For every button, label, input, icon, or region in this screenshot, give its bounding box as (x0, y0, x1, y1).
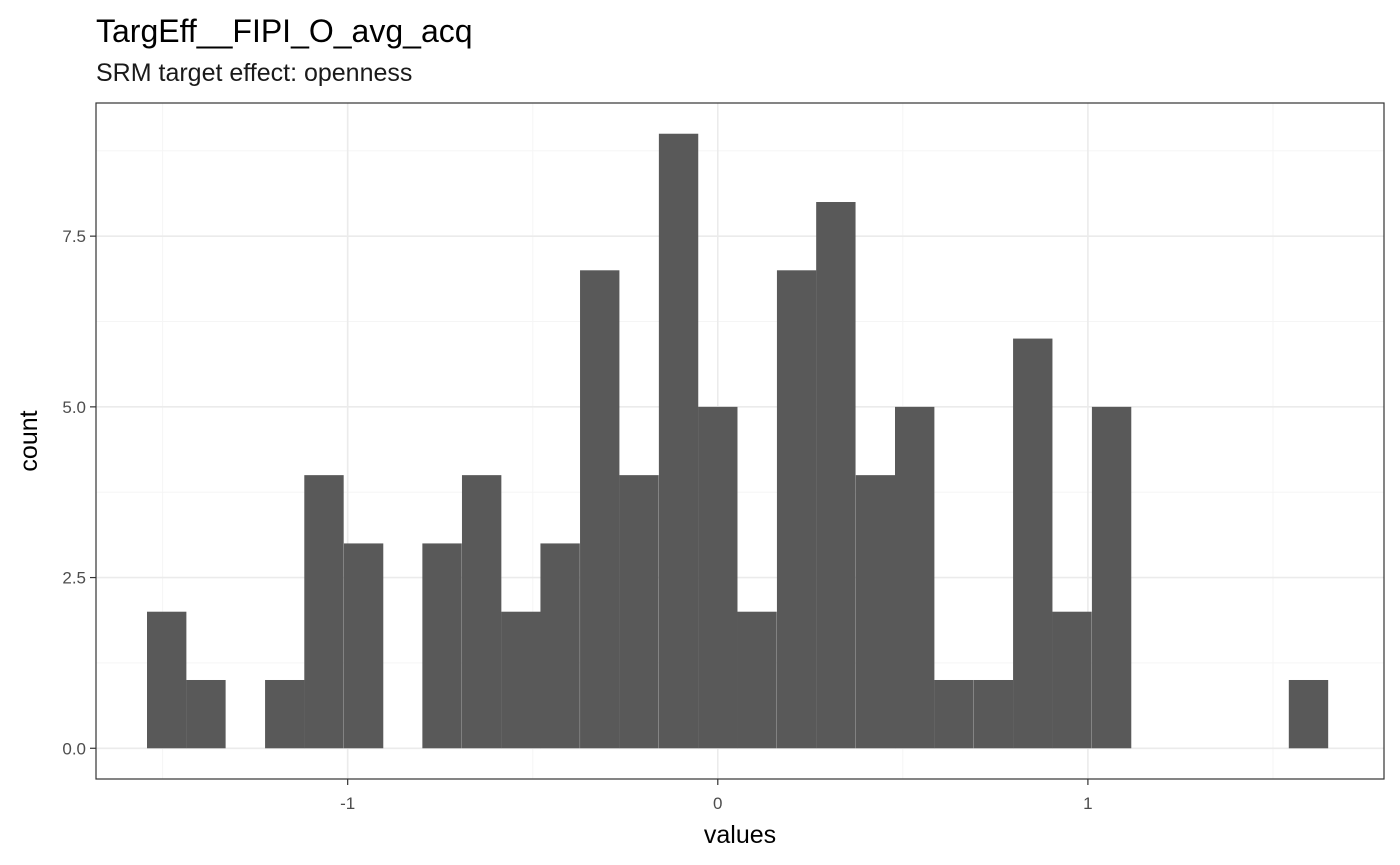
histogram-bar (973, 679, 1014, 749)
x-axis-ticks: -1 0 1 (340, 779, 1093, 813)
histogram-bars (147, 133, 1329, 749)
histogram-bar (1288, 679, 1329, 749)
histogram-bar (580, 270, 620, 749)
histogram-bar (855, 475, 896, 749)
histogram-bar (1091, 406, 1132, 749)
panel-border (95, 102, 1385, 780)
histogram-bar (422, 543, 462, 749)
x-tick-label: -1 (340, 794, 355, 813)
y-tick-label: 0.0 (62, 739, 86, 758)
histogram-bar (737, 611, 777, 749)
histogram-bar (658, 133, 699, 749)
histogram-bar (343, 543, 384, 749)
y-tick-label: 5.0 (62, 398, 86, 417)
y-axis-ticks: 0.0 2.5 5.0 7.5 (62, 227, 96, 758)
histogram-bar (776, 270, 817, 749)
histogram-bar (265, 679, 305, 749)
x-axis-title: values (704, 821, 776, 849)
histogram-bar (501, 611, 541, 749)
x-tick-label: 1 (1083, 794, 1092, 813)
histogram-bar (461, 475, 502, 749)
histogram-bar (147, 611, 187, 749)
histogram-bar (1052, 611, 1092, 749)
histogram-bar (816, 202, 856, 749)
y-tick-label: 2.5 (62, 569, 86, 588)
chart-title: TargEff__FIPI_O_avg_acq (96, 13, 473, 49)
histogram-bar (698, 406, 738, 749)
histogram-bar (304, 475, 344, 749)
x-tick-label: 0 (713, 794, 722, 813)
histogram-bar (619, 475, 659, 749)
chart-subtitle: SRM target effect: openness (96, 59, 412, 87)
histogram-bar (895, 406, 935, 749)
histogram-bar (186, 679, 226, 749)
histogram-bar (1013, 338, 1053, 749)
histogram-bar (540, 543, 580, 749)
histogram-bar (934, 679, 974, 749)
y-tick-label: 7.5 (62, 227, 86, 246)
y-axis-title: count (15, 410, 43, 471)
